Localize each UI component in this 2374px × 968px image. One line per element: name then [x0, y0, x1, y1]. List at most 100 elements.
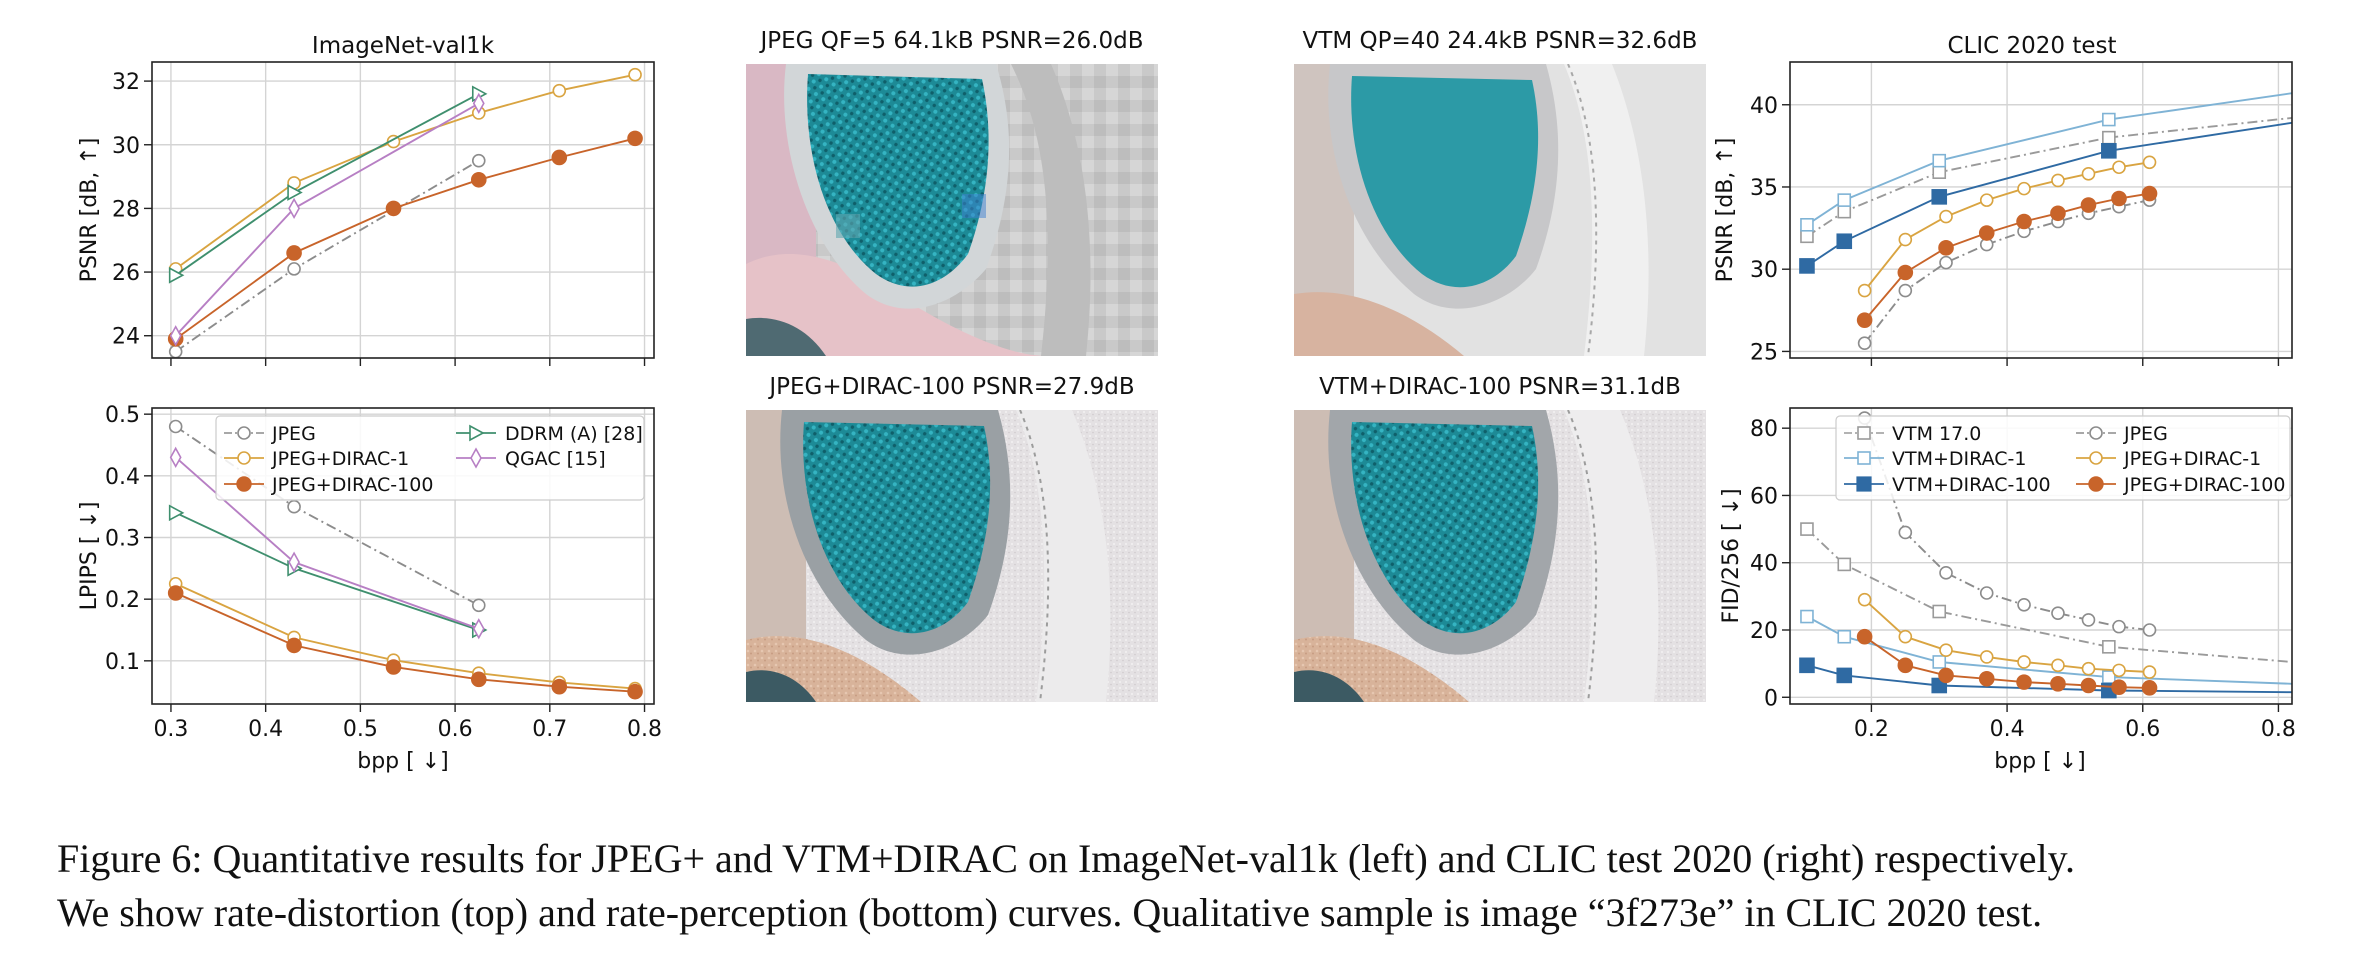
legend-label: DDRM (A) [28] [505, 423, 643, 445]
series-group [1799, 92, 2292, 351]
y-axis-label: PSNR [dB, ↑] [1713, 138, 1738, 283]
y-tick-label: 28 [112, 197, 140, 222]
x-axis-label: bpp [ ↓] [357, 749, 448, 774]
photo-title: JPEG+DIRAC-100 PSNR=27.9dB [769, 374, 1135, 400]
data-point [627, 130, 643, 147]
x-tick-label: 0.4 [1990, 717, 2025, 742]
data-point [169, 325, 182, 347]
data-point [288, 197, 300, 220]
legend-box [215, 415, 645, 501]
data-point [2081, 613, 2096, 627]
data-point [1857, 592, 1872, 607]
panel-fid-clic: 0.2 0.4 0.6 0.8 0 20 40 60 80 FID/256 [ ↓] bpp [… [1719, 407, 2296, 774]
x-tick-label: 0.8 [2261, 717, 2296, 742]
plot-frame [1789, 407, 2293, 705]
data-point [1939, 255, 1953, 270]
y-tick-label: 40 [1750, 94, 1778, 119]
data-point [2080, 197, 2097, 213]
y-tick-label: 26 [112, 261, 140, 286]
x-axis-label: bpp [ ↓] [1994, 749, 2085, 774]
data-point [1979, 193, 1994, 207]
data-point [1938, 667, 1954, 684]
legend-entry-jpeg-dirac-1: JPEG+DIRAC-1 [2076, 448, 2261, 470]
photo-title: VTM QP=40 24.4kB PSNR=32.6dB [1302, 28, 1698, 54]
data-point [2081, 661, 2096, 676]
data-point [1857, 336, 1872, 351]
y-tick-label: 0.2 [105, 588, 140, 613]
data-point [471, 153, 486, 168]
data-point [167, 585, 184, 601]
data-point [1837, 193, 1852, 207]
data-point [2017, 597, 2031, 612]
data-point [286, 637, 302, 654]
data-point [1898, 283, 1913, 298]
data-point [1857, 283, 1872, 298]
data-point [2050, 205, 2066, 222]
data-point [287, 499, 301, 514]
x-tick-label: 0.6 [2125, 717, 2160, 742]
plots-canvas: ImageNet-val1k 24 26 28 30 32 PSNR [dB, ↑] 0… [77, 33, 2296, 774]
legend-entry-jpeg-dirac-1: JPEG+DIRAC-1 [224, 448, 409, 470]
data-point [2102, 640, 2116, 654]
legend-label: JPEG+DIRAC-100 [271, 474, 433, 496]
series-line [1806, 116, 2292, 238]
series-line [1806, 92, 2292, 226]
y-tick-label: 30 [112, 134, 140, 159]
series-line [1863, 199, 2150, 344]
y-tick-label: 30 [1750, 258, 1778, 283]
data-point [1978, 670, 1995, 687]
data-point [1932, 604, 1947, 619]
data-point [286, 245, 302, 261]
data-point [1898, 629, 1913, 644]
data-point [470, 671, 487, 688]
panel-title: ImageNet-val1k [312, 33, 495, 59]
legend-label: VTM+DIRAC-100 [1892, 474, 2051, 496]
plot-frame [1789, 61, 2293, 359]
panel-title: CLIC 2020 test [1947, 33, 2116, 59]
data-point [1978, 225, 1995, 241]
data-point [1931, 189, 1948, 205]
data-point [287, 262, 301, 276]
legend-entry-vtm-dirac-100: VTM+DIRAC-100 [1844, 474, 2051, 496]
data-point [551, 149, 568, 166]
data-point [1898, 232, 1913, 247]
data-point [2017, 181, 2031, 196]
legend-entry-jpeg: JPEG [2076, 423, 2168, 445]
y-tick-label: 20 [1750, 619, 1778, 644]
x-tick-label: 0.4 [248, 717, 283, 742]
data-point [1799, 258, 1815, 274]
series-group [167, 419, 643, 700]
data-point [471, 598, 486, 613]
legend-box [1835, 415, 2291, 501]
legend: VTM 17.0 VTM+DIRAC-1 VTM+DIRAC-100 JPEG [1835, 415, 2291, 501]
data-point [2112, 663, 2126, 678]
series-line [175, 592, 636, 693]
data-point [2016, 674, 2032, 690]
data-point [1800, 218, 1814, 232]
y-tick-label: 24 [112, 325, 140, 350]
y-tick-label: 0.5 [105, 403, 140, 428]
series-line [175, 137, 636, 340]
data-point [1800, 229, 1814, 244]
data-point [1836, 667, 1853, 684]
x-tick-label: 0.8 [627, 717, 662, 742]
legend-label: QGAC [15] [505, 448, 606, 470]
series-line [1806, 121, 2292, 267]
photo-title: VTM+DIRAC-100 PSNR=31.1dB [1319, 374, 1681, 400]
x-tick-label: 0.7 [532, 717, 567, 742]
data-point [2142, 665, 2157, 679]
data-point [1898, 525, 1913, 540]
caption-line: We show rate-distortion (top) and rate-p… [57, 890, 2043, 935]
data-point [1799, 657, 1815, 674]
series-line [175, 73, 636, 270]
y-tick-label: 60 [1750, 484, 1778, 509]
panel-psnr-imagenet: ImageNet-val1k 24 26 28 30 32 PSNR [dB, ↑] [77, 33, 655, 366]
y-tick-label: 40 [1750, 552, 1778, 577]
panel-lpips-imagenet: 0.3 0.4 0.5 0.6 0.7 0.8 0.1 0.2 0.3 0.4 0.5 LPIPS … [77, 403, 662, 774]
y-tick-label: 35 [1750, 176, 1778, 201]
x-tick-label: 0.3 [153, 717, 188, 742]
data-point [168, 344, 183, 358]
data-point [472, 92, 485, 115]
x-tick-label: 0.6 [438, 717, 473, 742]
legend: JPEG JPEG+DIRAC-1 JPEG+DIRAC-100 DDRM (A… [215, 415, 645, 501]
